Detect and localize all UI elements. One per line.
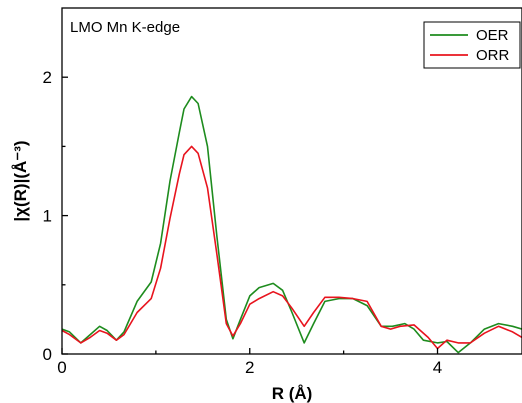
y-tick-label-0: 0 [43, 345, 52, 364]
y-tick-label-1: 1 [43, 207, 52, 226]
series-line-orr [61, 145, 522, 350]
x-tick-label-1: 2 [245, 358, 254, 377]
x-tick-label-0: 0 [57, 358, 66, 377]
axes: 0 2 4 0 1 2 [43, 68, 443, 377]
y-axis-title: |χ(R)|(Å⁻³) [11, 140, 30, 221]
plot-frame [61, 7, 522, 355]
x-tick-label-2: 4 [433, 358, 442, 377]
legend: OER ORR [423, 21, 521, 69]
series-line-oer [61, 95, 522, 354]
legend-label-orr: ORR [476, 47, 510, 64]
plot-area [61, 95, 522, 354]
x-axis-title: R (Å) [272, 384, 313, 403]
edge-annotation: LMO Mn K-edge [70, 19, 180, 36]
y-tick-label-2: 2 [43, 68, 52, 87]
legend-box [423, 21, 521, 69]
legend-label-oer: OER [476, 27, 509, 44]
